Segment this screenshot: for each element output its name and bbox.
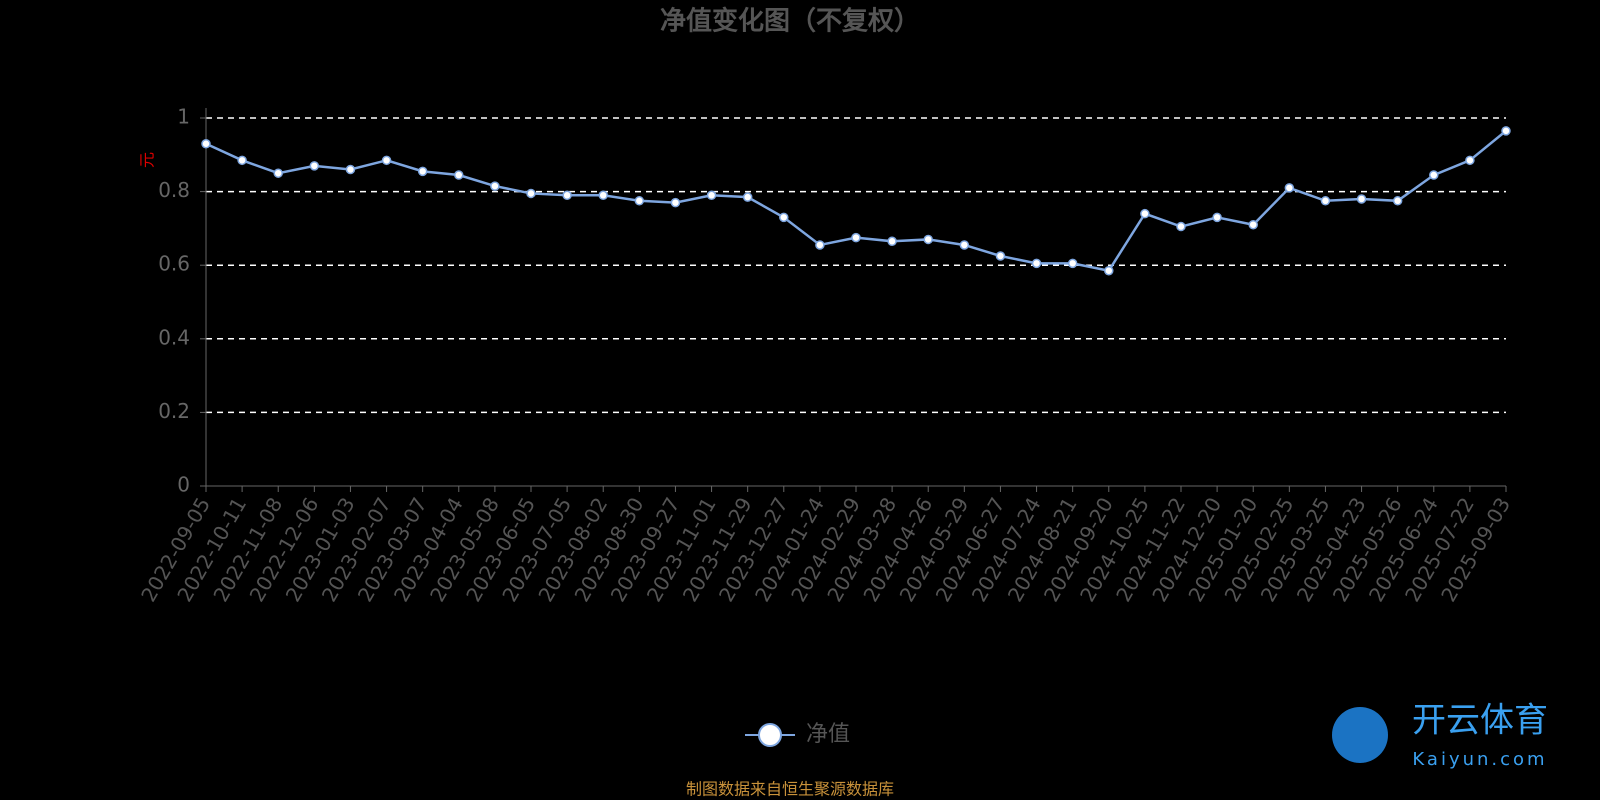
point xyxy=(1320,196,1331,206)
point xyxy=(562,190,572,201)
watermark-brand: 开云体育 xyxy=(1412,701,1548,741)
point xyxy=(417,166,428,177)
point xyxy=(490,181,500,191)
point xyxy=(1104,265,1114,276)
point xyxy=(851,232,861,243)
y-tick-label: 0.8 xyxy=(158,178,190,202)
point xyxy=(1248,219,1258,230)
point xyxy=(1212,212,1222,223)
point xyxy=(201,139,211,149)
point xyxy=(1356,194,1367,204)
point xyxy=(815,240,825,250)
point xyxy=(1031,258,1042,269)
y-tick-label: 1 xyxy=(177,105,190,129)
point xyxy=(634,196,645,206)
point xyxy=(959,240,970,250)
chart-title: 净值变化图（不复权） xyxy=(660,6,920,37)
point xyxy=(345,164,356,175)
watermark-site: Kaiyun.com xyxy=(1412,749,1547,770)
y-tick-label: 0 xyxy=(177,473,190,497)
point xyxy=(237,155,247,166)
series-line xyxy=(205,129,1507,273)
point xyxy=(273,168,283,178)
point xyxy=(670,197,681,208)
point xyxy=(454,170,464,180)
point xyxy=(1392,196,1403,206)
source-note: 制图数据来自恒生聚源数据库 xyxy=(686,780,894,799)
y-axis-label: 元 xyxy=(138,152,157,168)
point xyxy=(1465,155,1475,166)
legend-marker xyxy=(758,723,782,747)
point xyxy=(526,188,536,199)
watermark: 开云体育 Kaiyun.com xyxy=(1332,701,1548,770)
point xyxy=(923,234,933,245)
point xyxy=(1176,221,1186,232)
point xyxy=(1284,183,1295,193)
point xyxy=(598,190,608,201)
y-tick-label: 0.2 xyxy=(158,399,190,423)
point xyxy=(1501,126,1511,136)
point xyxy=(309,161,320,171)
y-tick-label: 0.6 xyxy=(158,252,190,276)
point xyxy=(381,155,392,166)
point xyxy=(1140,208,1150,219)
point xyxy=(779,212,789,223)
legend-label: 净值 xyxy=(806,722,850,747)
point xyxy=(887,236,897,247)
point xyxy=(1067,258,1078,269)
point xyxy=(1429,170,1439,180)
point xyxy=(742,192,753,202)
watermark-logo xyxy=(1332,707,1388,763)
point xyxy=(706,190,717,201)
y-tick-label: 0.4 xyxy=(158,325,190,349)
point xyxy=(995,251,1006,261)
